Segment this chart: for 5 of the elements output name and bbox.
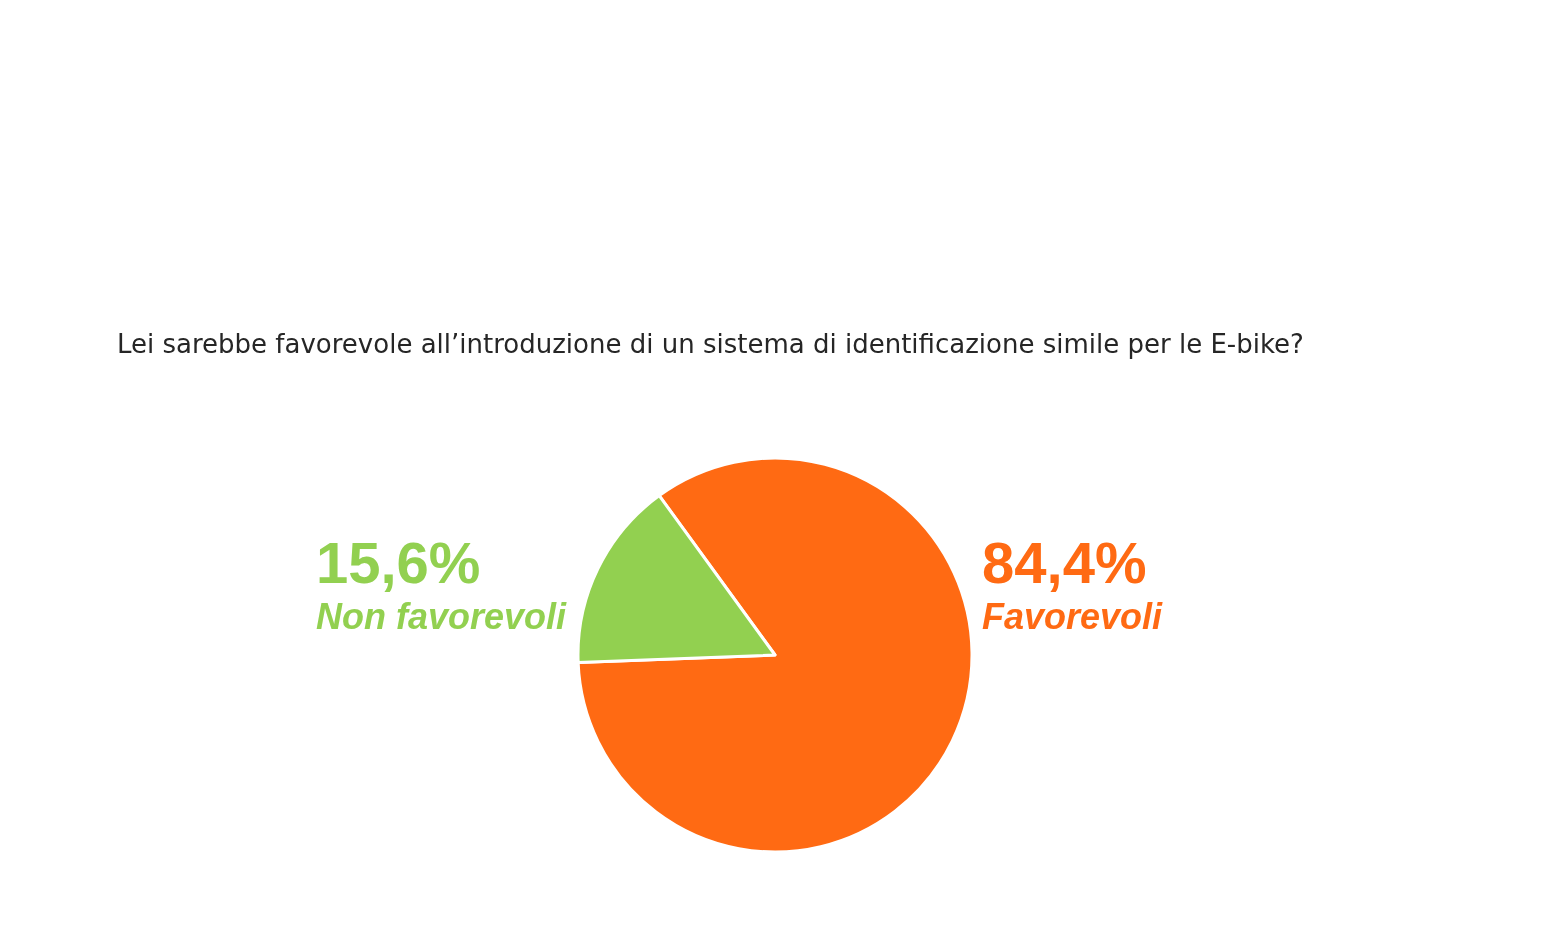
data-label: 15,6% [315, 529, 481, 595]
slice-label: Non favorevoli [315, 595, 567, 637]
slice-label: Favorevoli [982, 595, 1164, 637]
data-label: 84,4% [982, 529, 1147, 595]
chart-title: Lei sarebbe favorevole all’introduzione di un sistema di identificazione simile per le E-bike? [117, 329, 1304, 359]
